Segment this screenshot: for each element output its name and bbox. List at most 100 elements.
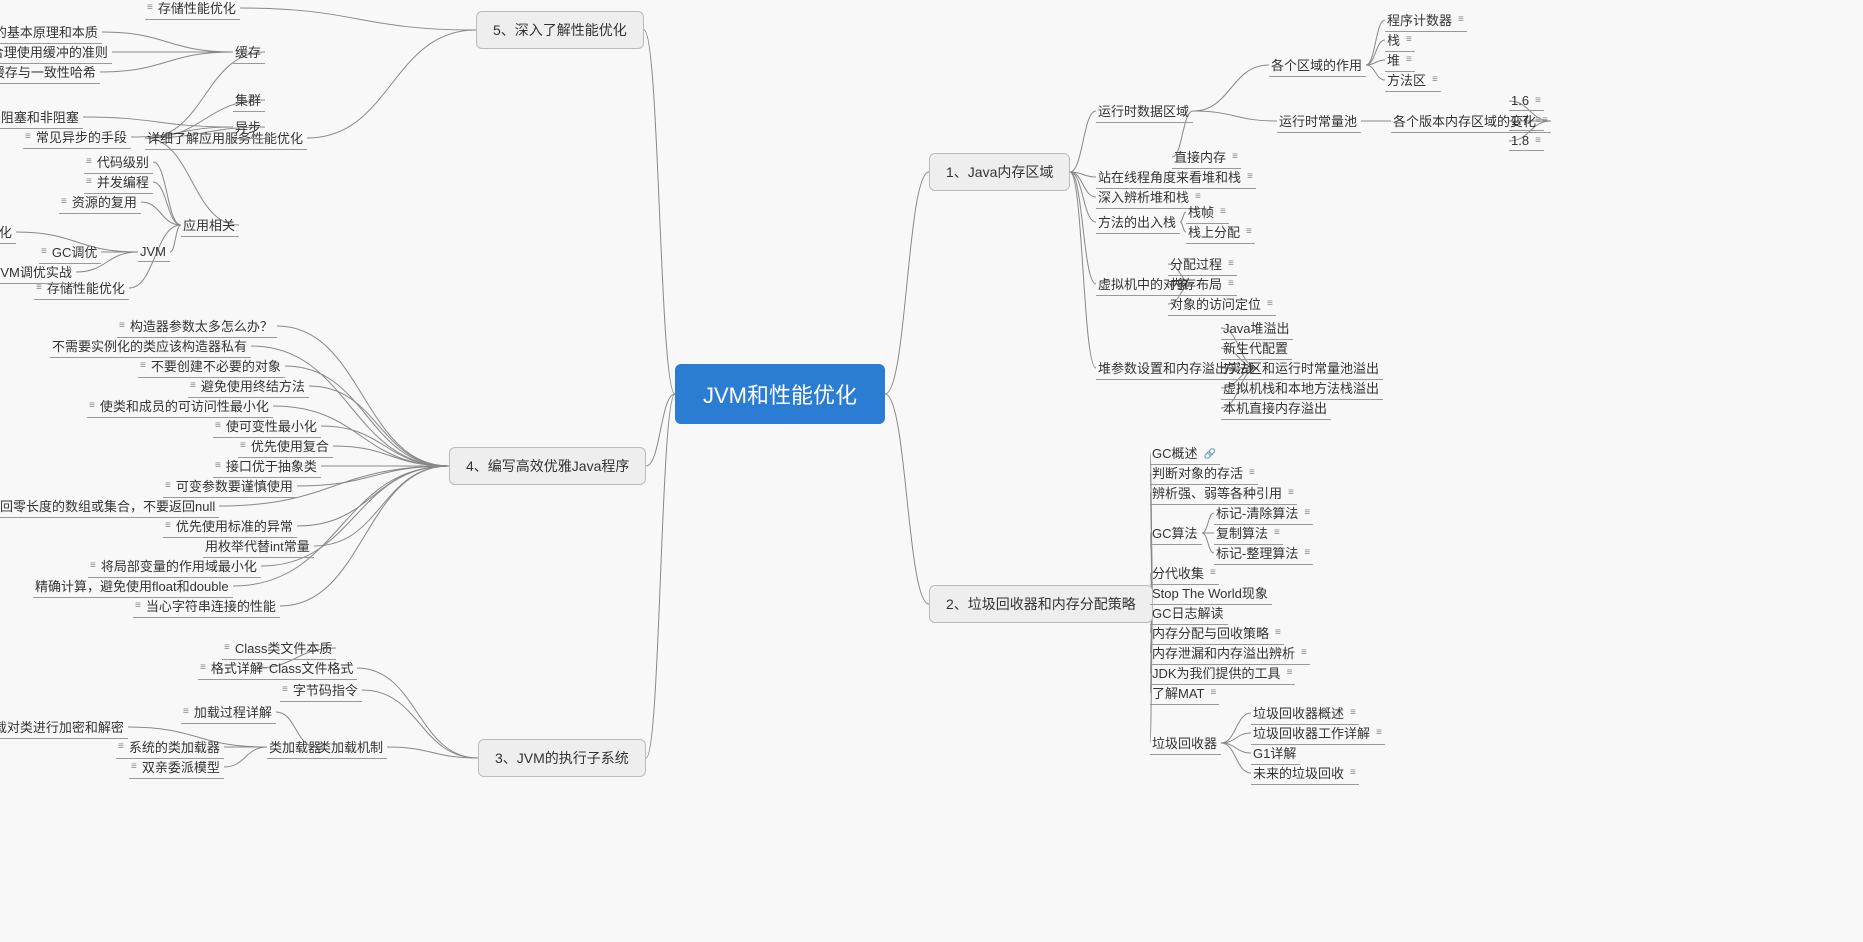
node-label: 加载过程详解 (194, 702, 272, 721)
node-label: 字节码指令 (293, 680, 358, 699)
mindmap-node[interactable]: 双亲委派模型≡ (129, 755, 224, 779)
mindmap-node[interactable]: 字节码指令 ≡ (280, 678, 362, 702)
mindmap-node[interactable]: 栈上分配 ≡ (1186, 220, 1255, 244)
node-label: 类加载机制 (318, 737, 383, 756)
node-label: Java堆溢出 (1223, 318, 1289, 337)
node-label: 1、Java内存区域 (946, 164, 1053, 180)
note-icon: ≡ (1535, 135, 1540, 146)
node-label: GC算法 (1152, 523, 1198, 542)
mindmap-node[interactable]: 自定义类加载对类进行加密和解密≡ (0, 715, 128, 739)
node-label: 返回零长度的数组或集合，不要返回null (0, 496, 215, 515)
node-label: 将局部变量的作用域最小化 (101, 556, 257, 575)
mindmap-node[interactable]: 2、垃圾回收器和内存分配策略 (929, 585, 1153, 623)
node-label: 1.8 (1511, 133, 1529, 148)
node-label: 2、垃圾回收器和内存分配策略 (946, 596, 1136, 612)
mindmap-node[interactable]: 详细了解应用服务性能优化 (145, 126, 307, 150)
note-icon: ≡ (89, 400, 94, 411)
note-icon: ≡ (1210, 687, 1215, 698)
node-label: 不需要实例化的类应该构造器私有 (52, 336, 247, 355)
node-label: 同步和异步，阻塞和非阻塞 (0, 107, 79, 126)
mindmap-node[interactable]: 各个区域的作用 (1269, 53, 1366, 77)
mindmap-node[interactable]: 资源的复用≡ (59, 190, 141, 214)
node-label: 分配过程 (1170, 254, 1222, 273)
node-label: 方法的出入栈 (1098, 212, 1176, 231)
mindmap-node[interactable]: 当心字符串连接的性能≡ (133, 594, 280, 618)
mindmap-node[interactable]: 加载过程详解≡ (181, 700, 276, 724)
node-label: 详细了解应用服务性能优化 (147, 128, 303, 147)
mindmap-node[interactable]: 1、Java内存区域 (929, 153, 1070, 191)
mindmap-node[interactable]: 集群 (233, 88, 265, 112)
mindmap-node[interactable]: 缓存 (233, 40, 265, 64)
node-label: 集群 (235, 90, 261, 109)
node-label: 标记-整理算法 (1216, 543, 1298, 562)
node-label: 虚拟机栈和本地方法栈溢出 (1223, 378, 1379, 397)
node-label: 垃圾回收器工作详解 (1253, 723, 1370, 742)
node-label: 对象的访问定位 (1170, 294, 1261, 313)
mindmap-node[interactable]: 了解MAT≡ (1150, 681, 1219, 705)
node-label: Class文件格式 (269, 658, 354, 677)
note-icon: ≡ (215, 460, 220, 471)
node-label: 使可变性最小化 (226, 416, 317, 435)
mindmap-node[interactable]: 1.6≡ (1509, 91, 1544, 111)
node-label: 复制算法 (1216, 523, 1268, 542)
note-icon: ≡ (1246, 226, 1251, 237)
note-icon: ≡ (1350, 707, 1355, 718)
mindmap-node[interactable]: JVM (138, 242, 170, 262)
node-label: 与JIT编译器相关的优化 (0, 222, 12, 241)
mindmap-node[interactable]: 常见异步的手段≡ (23, 125, 131, 149)
mindmap-node[interactable]: 标记-整理算法≡ (1214, 541, 1313, 565)
node-label: 运行时常量池 (1279, 111, 1357, 130)
mindmap-node[interactable]: 方法区≡ (1385, 68, 1441, 92)
node-label: 存储性能优化 (158, 0, 236, 17)
node-label: 1.6 (1511, 93, 1529, 108)
note-icon: ≡ (1288, 487, 1293, 498)
mindmap-node[interactable]: 1.7≡ (1509, 111, 1544, 131)
mindmap-node[interactable]: JVM和性能优化 (675, 364, 885, 424)
node-label: 垃圾回收器 (1152, 733, 1217, 752)
mindmap-node[interactable]: 3、JVM的执行子系统 (478, 739, 646, 777)
mindmap-node[interactable]: Class类文件本质≡ (222, 636, 336, 660)
mindmap-node[interactable]: 应用相关 (181, 213, 239, 237)
mindmap-node[interactable]: 异步 (233, 115, 265, 139)
note-icon: ≡ (1458, 14, 1463, 25)
node-label: 内存布局 (1170, 274, 1222, 293)
mindmap-node[interactable]: 分布式缓存与一致性哈希≡ (0, 60, 100, 84)
mindmap-node[interactable]: 本机直接内存溢出 (1221, 396, 1331, 420)
node-label: 常见异步的手段 (36, 127, 127, 146)
node-label: 格式详解 (211, 658, 263, 677)
mindmap-node[interactable]: 对象的访问定位≡ (1168, 292, 1276, 316)
mindmap-node[interactable]: 5、深入了解性能优化 (476, 11, 644, 49)
note-icon: ≡ (165, 520, 170, 531)
node-label: GC日志解读 (1152, 603, 1224, 622)
note-icon: ≡ (224, 642, 229, 653)
mindmap-node[interactable]: 垃圾回收器 (1150, 731, 1221, 755)
note-icon: ≡ (1210, 567, 1215, 578)
note-icon: ≡ (1406, 34, 1411, 45)
mindmap-node[interactable]: JVM调优实战≡ (0, 260, 76, 284)
mindmap-node[interactable]: 类加载机制 (316, 735, 387, 759)
mindmap-node[interactable]: GC算法 (1150, 521, 1202, 545)
note-icon: ≡ (86, 156, 91, 167)
note-icon: ≡ (200, 662, 205, 673)
node-label: Stop The World现象 (1152, 583, 1268, 602)
mindmap-node[interactable]: 1.8 ≡ (1509, 131, 1544, 151)
node-label: 优先使用标准的异常 (176, 516, 293, 535)
note-icon: ≡ (1228, 258, 1233, 269)
node-label: 栈上分配 (1188, 222, 1240, 241)
mindmap-node[interactable]: 运行时常量池 (1277, 109, 1361, 133)
node-label: G1详解 (1253, 743, 1296, 762)
mindmap-node[interactable]: 未来的垃圾回收≡ (1251, 761, 1359, 785)
note-icon: ≡ (282, 684, 287, 695)
note-icon: ≡ (1249, 467, 1254, 478)
node-label: 垃圾回收器概述 (1253, 703, 1344, 722)
mindmap-node[interactable]: 4、编写高效优雅Java程序 (449, 447, 646, 485)
node-label: 各个区域的作用 (1271, 55, 1362, 74)
mindmap-node[interactable]: 与JIT编译器相关的优化≡ (0, 220, 16, 244)
node-label: 辨析强、弱等各种引用 (1152, 483, 1282, 502)
note-icon: ≡ (165, 480, 170, 491)
mindmap-node[interactable]: 类加载器 (267, 735, 325, 759)
note-icon: ≡ (1274, 527, 1279, 538)
mindmap-node[interactable]: 方法的出入栈 (1096, 210, 1180, 234)
mindmap-node[interactable]: 存储性能优化≡ (145, 0, 240, 20)
mindmap-node[interactable]: 运行时数据区域 (1096, 99, 1193, 123)
